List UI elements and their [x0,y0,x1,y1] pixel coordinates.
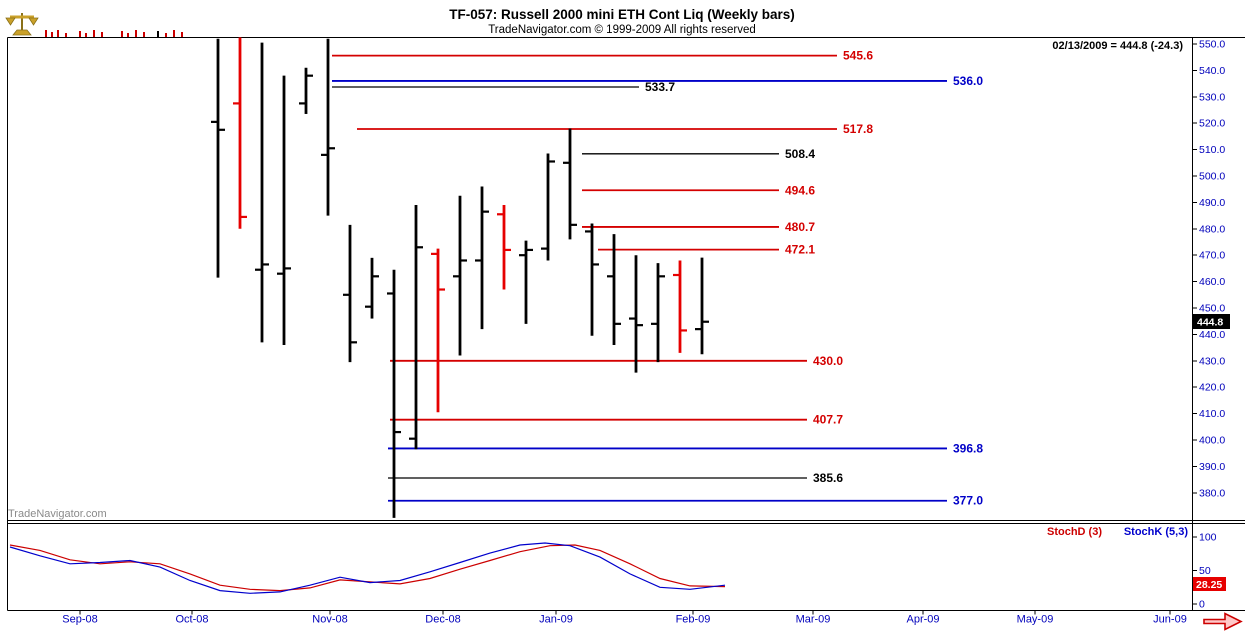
level-label: 508.4 [785,147,815,161]
price-bar[interactable] [321,38,335,216]
price-bar[interactable] [233,37,247,229]
level-label: 533.7 [645,80,675,94]
price-bar[interactable] [211,38,225,278]
level-label: 472.1 [785,243,815,257]
price-axis: 550.0 540.0 530.0 520.0 510.0 500.0 490.0 480.0… [1192,39,1225,499]
stoch-axis-label: 0 [1199,599,1205,611]
stochastic-panel[interactable]: 100 50 0 [9,532,1217,611]
price-axis-label: 490.0 [1199,197,1225,209]
price-bar[interactable] [409,205,423,450]
price-bar[interactable] [607,234,621,345]
price-bar[interactable] [475,186,489,330]
price-axis-label: 380.0 [1199,487,1225,499]
level-label: 385.6 [813,471,843,485]
price-axis-label: 400.0 [1199,435,1225,447]
stochk-label[interactable]: StochK (5,3) [1124,526,1189,538]
support-resistance-labels: 545.6 536.0 533.7 517.8 508.4 494.6 480.7 472.1… [645,49,983,508]
price-axis-label: 510.0 [1199,144,1225,156]
price-bar[interactable] [431,248,445,413]
price-bar[interactable] [343,224,357,363]
level-label: 377.0 [953,494,983,508]
month-label: Jan-09 [539,614,573,626]
price-axis-label: 420.0 [1199,382,1225,394]
price-bar[interactable] [651,263,665,363]
level-label: 480.7 [785,220,815,234]
price-bar[interactable] [673,260,687,353]
cursor-date-readout: 02/13/2009 = 444.8 (-24.3) [1052,40,1183,52]
price-bar[interactable] [365,257,379,319]
clipped-annotation-fragments [45,30,183,37]
stochd-line[interactable] [9,544,726,592]
price-axis-label: 450.0 [1199,303,1225,315]
price-axis-label: 470.0 [1199,250,1225,262]
support-resistance-lines[interactable] [332,54,947,502]
chart-frame [7,37,1245,611]
price-bar[interactable] [277,75,291,345]
price-bar[interactable] [255,42,269,343]
price-axis-label: 530.0 [1199,91,1225,103]
level-label: 494.6 [785,183,815,197]
price-axis-label: 480.0 [1199,223,1225,235]
month-label: Jun-09 [1153,614,1187,626]
price-bar[interactable] [453,195,467,356]
month-label: Apr-09 [906,614,939,626]
month-label: Nov-08 [312,614,347,626]
weekly-price-bars[interactable] [211,37,709,518]
level-label: 536.0 [953,74,983,88]
price-axis-label: 410.0 [1199,408,1225,420]
last-price-value: 444.8 [1197,317,1223,329]
stoch-axis-label: 50 [1199,565,1211,577]
stochk-line[interactable] [9,542,726,594]
price-bar[interactable] [497,205,511,290]
last-price-badge: 444.8 [1193,314,1230,329]
level-label: 517.8 [843,122,873,136]
price-bar[interactable] [629,255,643,373]
price-axis-label: 390.0 [1199,461,1225,473]
price-axis-label: 500.0 [1199,171,1225,183]
month-label: Sep-08 [62,614,97,626]
stoch-current-value: 28.25 [1196,579,1222,591]
price-bar[interactable] [387,269,401,518]
month-label: Feb-09 [676,614,711,626]
level-label: 396.8 [953,441,983,455]
stoch-value-badge: 28.25 [1193,577,1226,591]
price-bar[interactable] [541,153,555,261]
time-axis: Sep-08 Oct-08 Nov-08 Dec-08 Jan-09 Feb-09 Mar-… [62,610,1187,626]
month-label: May-09 [1017,614,1054,626]
watermark: TradeNavigator.com [8,508,107,520]
month-label: Dec-08 [425,614,460,626]
level-label: 407.7 [813,413,843,427]
app-logo-icon [5,13,39,36]
price-bar[interactable] [695,257,709,355]
price-axis-label: 440.0 [1199,329,1225,341]
price-axis-label: 460.0 [1199,276,1225,288]
stoch-axis-label: 100 [1199,532,1217,544]
price-axis-label: 520.0 [1199,118,1225,130]
month-label: Mar-09 [796,614,831,626]
price-axis-label: 430.0 [1199,355,1225,367]
level-label: 545.6 [843,49,873,63]
price-axis-label: 540.0 [1199,65,1225,77]
price-bar[interactable] [299,67,313,114]
price-axis-label: 550.0 [1199,39,1225,51]
level-label: 430.0 [813,354,843,368]
scroll-right-arrow-button[interactable] [1203,612,1243,631]
stochd-label[interactable]: StochD (3) [1047,526,1102,538]
chart-subtitle: TradeNavigator.com © 1999-2009 All right… [488,24,756,36]
month-label: Oct-08 [175,614,208,626]
price-bar[interactable] [519,240,533,324]
price-bar[interactable] [563,128,577,240]
price-bar[interactable] [585,223,599,336]
chart-title: TF-057: Russell 2000 mini ETH Cont Liq (… [449,7,795,22]
